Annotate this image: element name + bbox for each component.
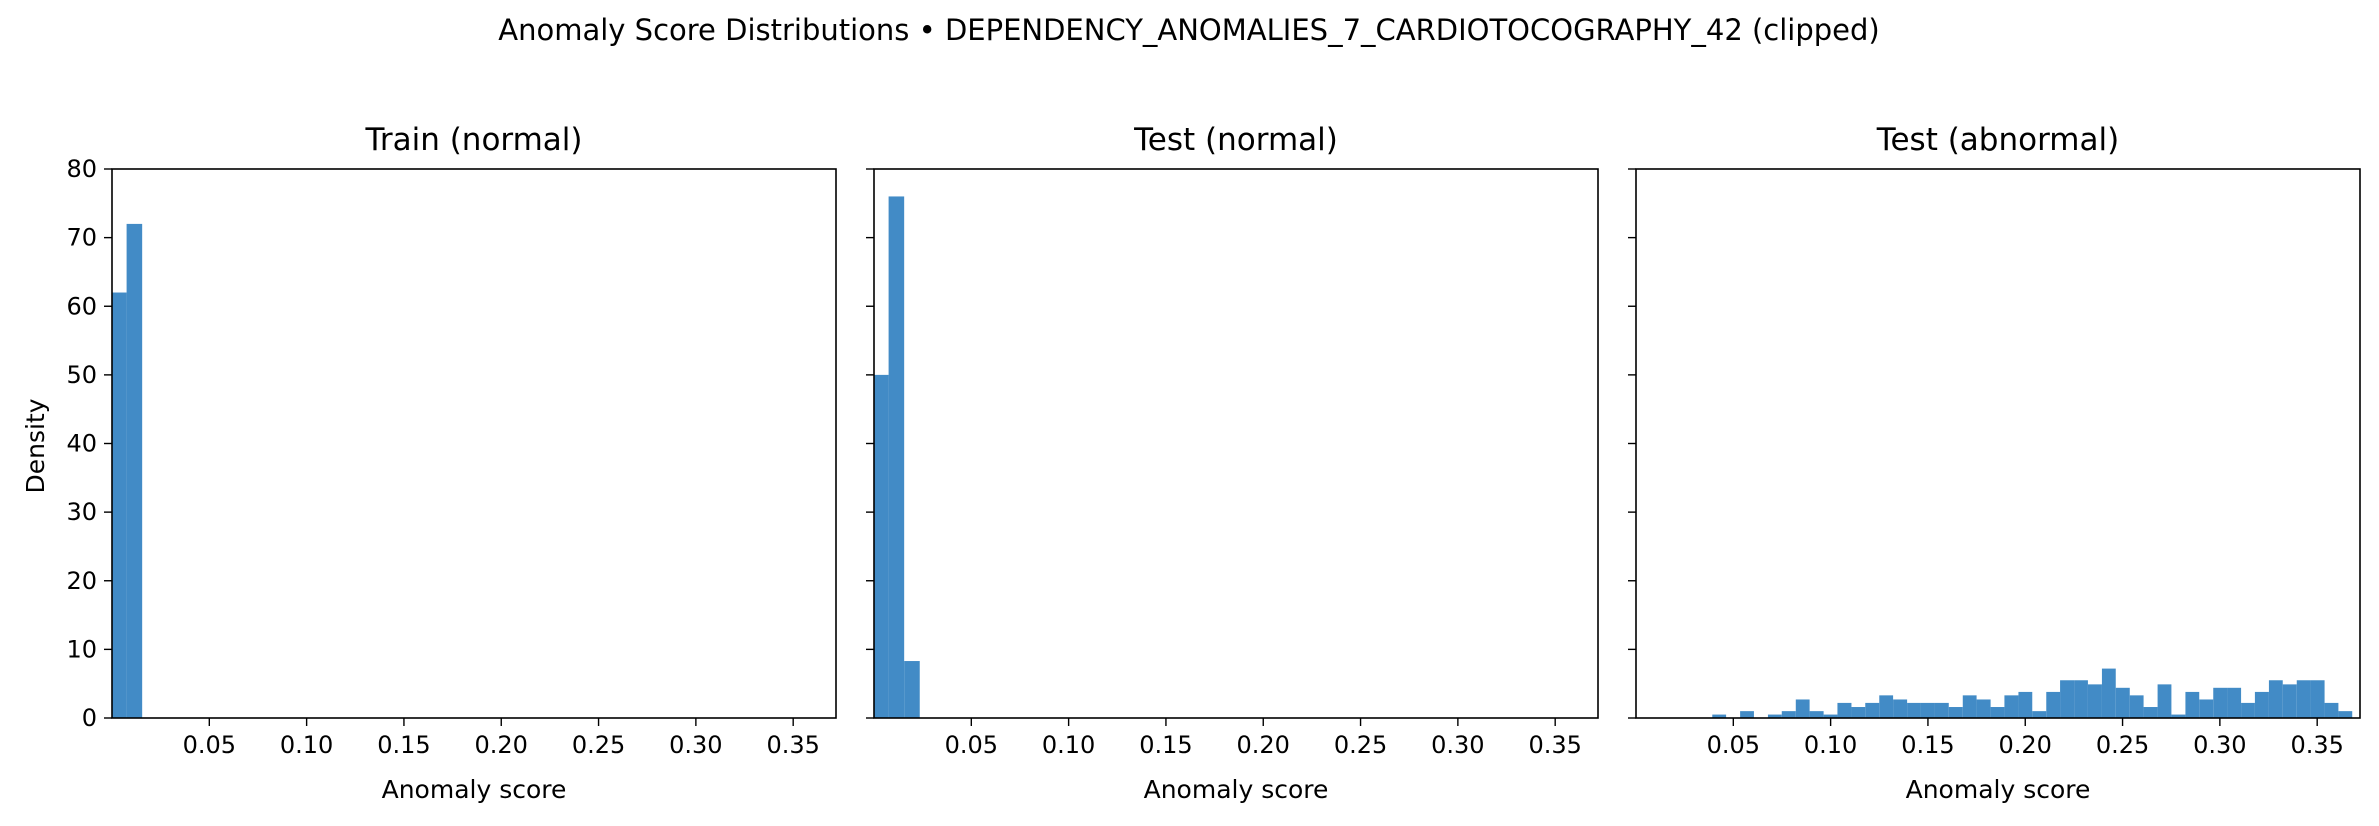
histogram-bar [2171,714,2186,718]
histogram-bar [2004,695,2019,718]
y-tick-label: 60 [66,292,97,320]
x-tick-label: 0.10 [280,731,333,759]
x-tick-label: 0.35 [766,731,819,759]
y-tick-label: 20 [66,567,97,595]
x-tick-label: 0.35 [2290,731,2343,759]
x-tick-label: 0.25 [2096,731,2149,759]
histogram-bar [112,292,127,718]
histogram-bars [112,223,143,718]
histogram-bar [2241,702,2255,718]
histogram-bar [2227,687,2242,718]
histogram-bar [1740,711,1754,718]
histogram-bar [1948,707,1963,718]
histogram-bar [2101,668,2116,718]
histogram-bar [1990,707,2005,718]
subplot-title: Train (normal) [364,122,582,158]
histogram-bar [904,661,920,718]
histogram-bar [1795,699,1810,718]
subplot-title: Test (abnormal) [1876,122,2119,158]
axes-frame [1635,168,2361,719]
histogram-bar [2032,711,2047,718]
histogram-bar [1865,702,1880,718]
subplots: 0.05 0.10 0.15 0.20 0.25 0.30 0.35 0 10 20 30 40 50 6… [66,122,2361,804]
histogram-bar [1781,711,1796,718]
subplot-title: Test (normal) [1133,122,1338,158]
histogram-bar [888,196,905,718]
x-tick-label: 0.05 [183,731,236,759]
histogram-bar [2129,695,2144,718]
histogram-bar [2185,691,2200,718]
y-tick-label: 70 [66,224,97,252]
histogram-bar [2268,680,2283,718]
histogram-bar [1893,699,1908,718]
x-tick-label: 0.20 [475,731,528,759]
histogram-bar [1837,702,1852,718]
x-tick-label: 0.10 [1042,731,1095,759]
x-tick-label: 0.20 [1999,731,2052,759]
histogram-bars [874,196,920,719]
y-tick-label: 50 [66,361,97,389]
y-tick-label: 30 [66,498,97,526]
x-tick-label: 0.05 [1707,731,1760,759]
histogram-bar [1934,702,1949,718]
x-tick-label: 0.30 [1431,731,1484,759]
x-tick-label: 0.25 [572,731,625,759]
histogram-bar [2018,691,2033,718]
figure-suptitle: Anomaly Score Distributions • DEPENDENCY… [498,13,1880,47]
x-tick-label: 0.30 [669,731,722,759]
histogram-bar [1712,714,1727,718]
y-tick-label: 40 [66,430,97,458]
histogram-bar [1962,695,1977,718]
histogram-bar [2282,684,2297,718]
histogram-bar [874,374,889,719]
x-tick-label: 0.20 [1237,731,1290,759]
y-tick-label: 0 [82,704,97,732]
y-axis-label: Density [21,398,50,493]
histogram-bar [2046,691,2061,718]
histogram-bar [2338,711,2353,718]
histogram-bar [2087,684,2102,718]
histogram-bar [1907,702,1921,718]
histogram-bar [1767,714,1782,718]
histogram-bar [2254,691,2269,718]
axes-frame [111,168,837,719]
y-tick-label: 10 [66,635,97,663]
histogram-bar [2310,680,2325,718]
histogram-bar [1976,699,1991,718]
histogram-bar [126,223,143,718]
x-tick-label: 0.15 [377,731,430,759]
x-tick-label: 0.35 [1528,731,1581,759]
histogram-bar [1851,707,1866,718]
x-axis-label: Anomaly score [382,775,567,804]
subplot-2: 0.05 0.10 0.15 0.20 0.25 0.30 0.35 Test (normal… [866,122,1599,804]
histogram-bars [1712,668,2353,718]
histogram-bar [1823,714,1838,718]
histogram-bar [2324,702,2339,718]
histogram-bar [2115,687,2130,718]
histogram-bar [2199,699,2214,718]
x-tick-label: 0.30 [2193,731,2246,759]
x-tick-label: 0.05 [945,731,998,759]
histogram-bar [2296,680,2311,718]
histogram-bar [2143,707,2158,718]
subplot-3: 0.05 0.10 0.15 0.20 0.25 0.30 0.35 Test (abnorm… [1628,122,2361,804]
x-tick-label: 0.25 [1334,731,1387,759]
y-tick-label: 80 [66,155,97,183]
histogram-bar [2213,687,2228,718]
histogram-bar [1809,711,1824,718]
x-tick-label: 0.15 [1139,731,1192,759]
x-tick-label: 0.15 [1901,731,1954,759]
subplot-1: 0.05 0.10 0.15 0.20 0.25 0.30 0.35 0 10 20 30 40 50 6… [66,122,837,804]
x-axis-label: Anomaly score [1144,775,1329,804]
histogram-bar [1879,695,1894,718]
histogram-bar [1920,702,1935,718]
histogram-bar [2060,680,2075,718]
histogram-bar [2074,680,2088,718]
axes-frame [873,168,1599,719]
histogram-bar [2157,684,2172,718]
x-axis-label: Anomaly score [1906,775,2091,804]
x-tick-label: 0.10 [1804,731,1857,759]
